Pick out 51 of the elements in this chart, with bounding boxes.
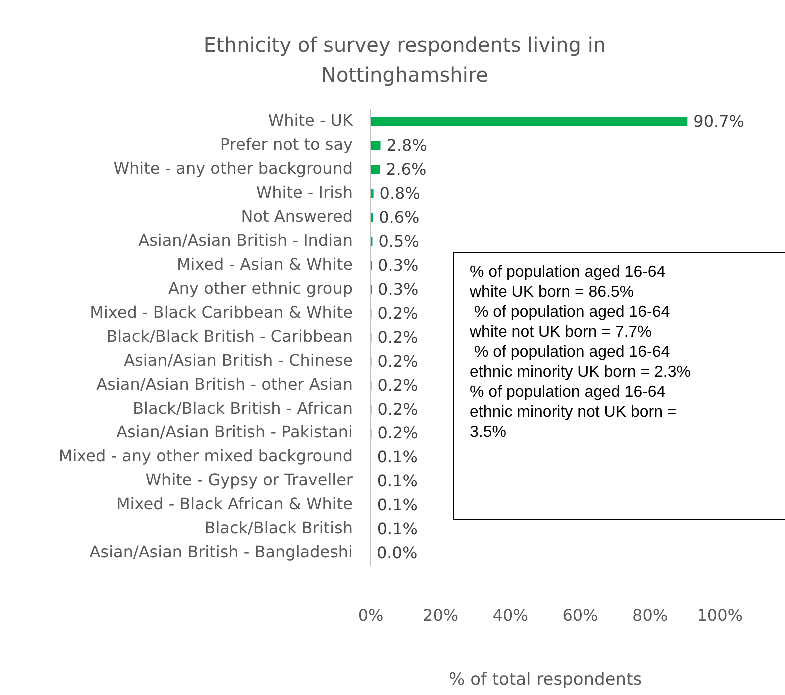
- data-label: 0.2%: [378, 328, 418, 347]
- data-label: 0.1%: [377, 448, 418, 467]
- data-label: 0.6%: [379, 208, 420, 228]
- data-label: 0.1%: [377, 472, 418, 491]
- x-tick-label: 60%: [562, 606, 598, 626]
- bar: [371, 165, 380, 174]
- data-label: 2.8%: [386, 136, 428, 156]
- data-label: 0.2%: [378, 376, 418, 395]
- data-label: 0.2%: [378, 400, 418, 419]
- x-tick-label: 100%: [697, 606, 744, 626]
- data-label: 0.1%: [377, 496, 418, 515]
- y-tick-label: White - any other background: [114, 159, 353, 178]
- y-tick-label: Mixed - any other mixed background: [58, 446, 353, 466]
- data-label: 0.3%: [378, 256, 419, 275]
- y-tick-label: Asian/Asian British - Bangladeshi: [90, 542, 353, 562]
- data-label: 2.6%: [386, 160, 427, 180]
- bar: [371, 117, 688, 127]
- y-tick-label: Asian/Asian British - Chinese: [124, 350, 353, 370]
- x-tick-label: 0%: [358, 606, 384, 626]
- x-tick-label: 40%: [492, 606, 528, 626]
- data-label: 0.1%: [377, 520, 418, 539]
- data-label: 0.2%: [378, 304, 418, 323]
- y-tick-label: Black/Black British - African: [133, 398, 353, 418]
- y-tick-label: White - UK: [268, 111, 354, 130]
- y-tick-label: Asian/Asian British - Indian: [138, 230, 353, 250]
- y-tick-label: Asian/Asian British - Pakistani: [116, 422, 353, 442]
- y-tick-label: Black/Black British: [204, 518, 353, 538]
- data-label: 0.2%: [378, 352, 418, 371]
- text-box: % of population aged 16-64 white UK born = 86.5% % of population aged 16-64 white not UK born = 7.7% % of population aged 16-64 ethnic minority UK born = 2.3% % of population aged 16-64 ethnic minority not UK born = 3.5%: [453, 252, 785, 520]
- y-tick-label: Black/Black British - Caribbean: [106, 326, 353, 346]
- x-tick-label: 80%: [632, 606, 668, 626]
- data-label: 0.3%: [378, 280, 419, 299]
- chart-title: Ethnicity of survey respondents living in Nottinghamshire: [202, 32, 608, 89]
- y-tick-label: Mixed - Asian & White: [176, 254, 353, 274]
- y-tick-label: Not Answered: [241, 207, 353, 226]
- y-tick-label: Mixed - Black Caribbean & White: [90, 302, 353, 322]
- data-label: 0.8%: [380, 184, 420, 204]
- y-tick-label: Prefer not to say: [220, 135, 353, 154]
- bar: [371, 141, 381, 151]
- data-label: 0.2%: [378, 424, 418, 443]
- y-tick-label: Asian/Asian British - other Asian: [96, 374, 353, 394]
- y-tick-label: White - Irish: [256, 183, 353, 202]
- x-tick-label: 20%: [423, 606, 459, 626]
- data-label: 0.5%: [378, 232, 420, 251]
- data-label: 90.7%: [694, 112, 744, 132]
- y-tick-label: Mixed - Black African & White: [116, 494, 353, 514]
- data-label: 0.0%: [377, 544, 418, 563]
- y-tick-label: White - Gypsy or Traveller: [146, 470, 354, 490]
- bar: [371, 189, 374, 198]
- y-tick-label: Any other ethnic group: [168, 278, 353, 298]
- x-axis-title: % of total respondents: [449, 670, 642, 690]
